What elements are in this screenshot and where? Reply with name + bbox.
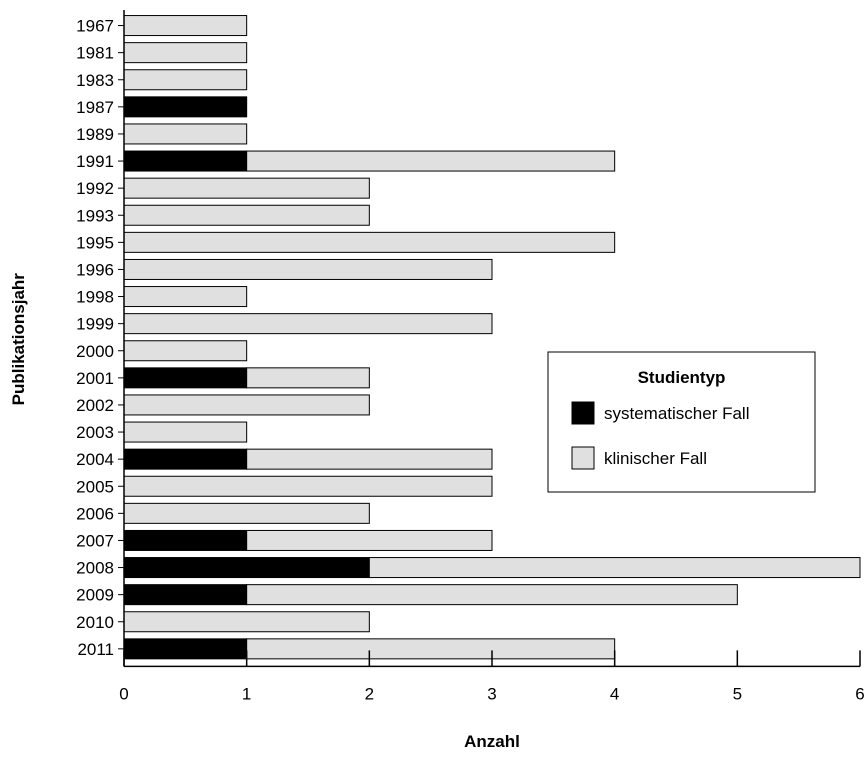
- bar-2004-klinisch: [246, 448, 493, 470]
- bar-2000-klinisch: [123, 340, 248, 362]
- y-tick-label: 1989: [76, 125, 114, 144]
- y-tick-label: 2005: [76, 477, 114, 496]
- x-tick-label: 1: [242, 684, 251, 703]
- bar-1991-systematisch: [123, 150, 248, 172]
- bar-1987-systematisch: [123, 96, 248, 118]
- y-tick-label: 2010: [76, 613, 114, 632]
- y-tick-label: 1992: [76, 179, 114, 198]
- y-tick-label: 1981: [76, 44, 114, 63]
- y-tick-label: 2009: [76, 586, 114, 605]
- y-tick-label: 2000: [76, 342, 114, 361]
- bars-group: [123, 15, 861, 660]
- y-tick-label: 2004: [76, 450, 114, 469]
- bar-2009-klinisch: [246, 584, 738, 606]
- y-tick-labels: 1967 1981 1983 1987 1989 1991 1992 1993 1995 1996…: [76, 17, 124, 659]
- bar-1992-klinisch: [123, 177, 370, 199]
- y-tick-label: 1999: [76, 315, 114, 334]
- bar-2008-systematisch: [123, 557, 370, 579]
- bar-2011-klinisch: [246, 638, 616, 660]
- bar-2004-systematisch: [123, 448, 248, 470]
- y-tick-label: 1983: [76, 71, 114, 90]
- bar-1996-klinisch: [123, 258, 493, 280]
- x-tick-label: 2: [365, 684, 374, 703]
- y-tick-label: 2011: [77, 640, 114, 659]
- y-tick-label: 1987: [76, 98, 114, 117]
- bar-1967-klinisch: [123, 15, 248, 37]
- y-tick-label: 1995: [76, 233, 114, 252]
- bar-1998-klinisch: [123, 286, 248, 308]
- y-tick-label: 2007: [76, 531, 114, 550]
- legend-title: Studientyp: [638, 368, 726, 387]
- x-tick-label: 3: [487, 684, 496, 703]
- y-tick-label: 1967: [76, 17, 114, 36]
- bar-2008-klinisch: [368, 557, 861, 579]
- legend-swatch-systematisch: [571, 401, 595, 425]
- bar-2001-klinisch: [246, 367, 370, 389]
- x-tick-label: 6: [855, 684, 864, 703]
- bar-2007-systematisch: [123, 529, 248, 551]
- x-tick-label: 5: [733, 684, 742, 703]
- y-tick-label: 2008: [76, 559, 114, 578]
- legend-swatch-klinisch: [571, 446, 595, 470]
- bar-2007-klinisch: [246, 529, 493, 551]
- bar-1993-klinisch: [123, 204, 370, 226]
- legend-label: klinischer Fall: [604, 449, 707, 468]
- bar-2002-klinisch: [123, 394, 370, 416]
- bar-2001-systematisch: [123, 367, 248, 389]
- bar-2009-systematisch: [123, 584, 248, 606]
- y-tick-label: 1998: [76, 288, 114, 307]
- y-tick-label: 1991: [76, 152, 114, 171]
- legend-items: systematischer Fall klinischer Fall: [571, 401, 749, 470]
- y-axis-title: Publikationsjahr: [9, 273, 28, 406]
- x-tick-label: 4: [610, 684, 619, 703]
- bar-2011-systematisch: [123, 638, 248, 660]
- y-tick-label: 2003: [76, 423, 114, 442]
- x-tick-label: 0: [119, 684, 128, 703]
- bar-1983-klinisch: [123, 69, 248, 91]
- y-tick-label: 1993: [76, 206, 114, 225]
- bar-2010-klinisch: [123, 611, 370, 633]
- legend-label: systematischer Fall: [604, 404, 749, 423]
- bar-1999-klinisch: [123, 313, 493, 335]
- legend: Studientyp systematischer Fall klinischer…: [547, 351, 816, 493]
- bar-2003-klinisch: [123, 421, 248, 443]
- bar-1989-klinisch: [123, 123, 248, 145]
- bar-1991-klinisch: [246, 150, 616, 172]
- y-tick-label: 2002: [76, 396, 114, 415]
- bar-2005-klinisch: [123, 475, 493, 497]
- x-axis-title: Anzahl: [464, 732, 520, 751]
- y-tick-label: 2006: [76, 504, 114, 523]
- x-tick-labels: 0 1 2 3 4 5 6: [119, 650, 865, 703]
- bar-2006-klinisch: [123, 502, 370, 524]
- bar-1995-klinisch: [123, 231, 616, 253]
- y-tick-label: 1996: [76, 260, 114, 279]
- bar-1981-klinisch: [123, 42, 248, 64]
- y-tick-label: 2001: [76, 369, 114, 388]
